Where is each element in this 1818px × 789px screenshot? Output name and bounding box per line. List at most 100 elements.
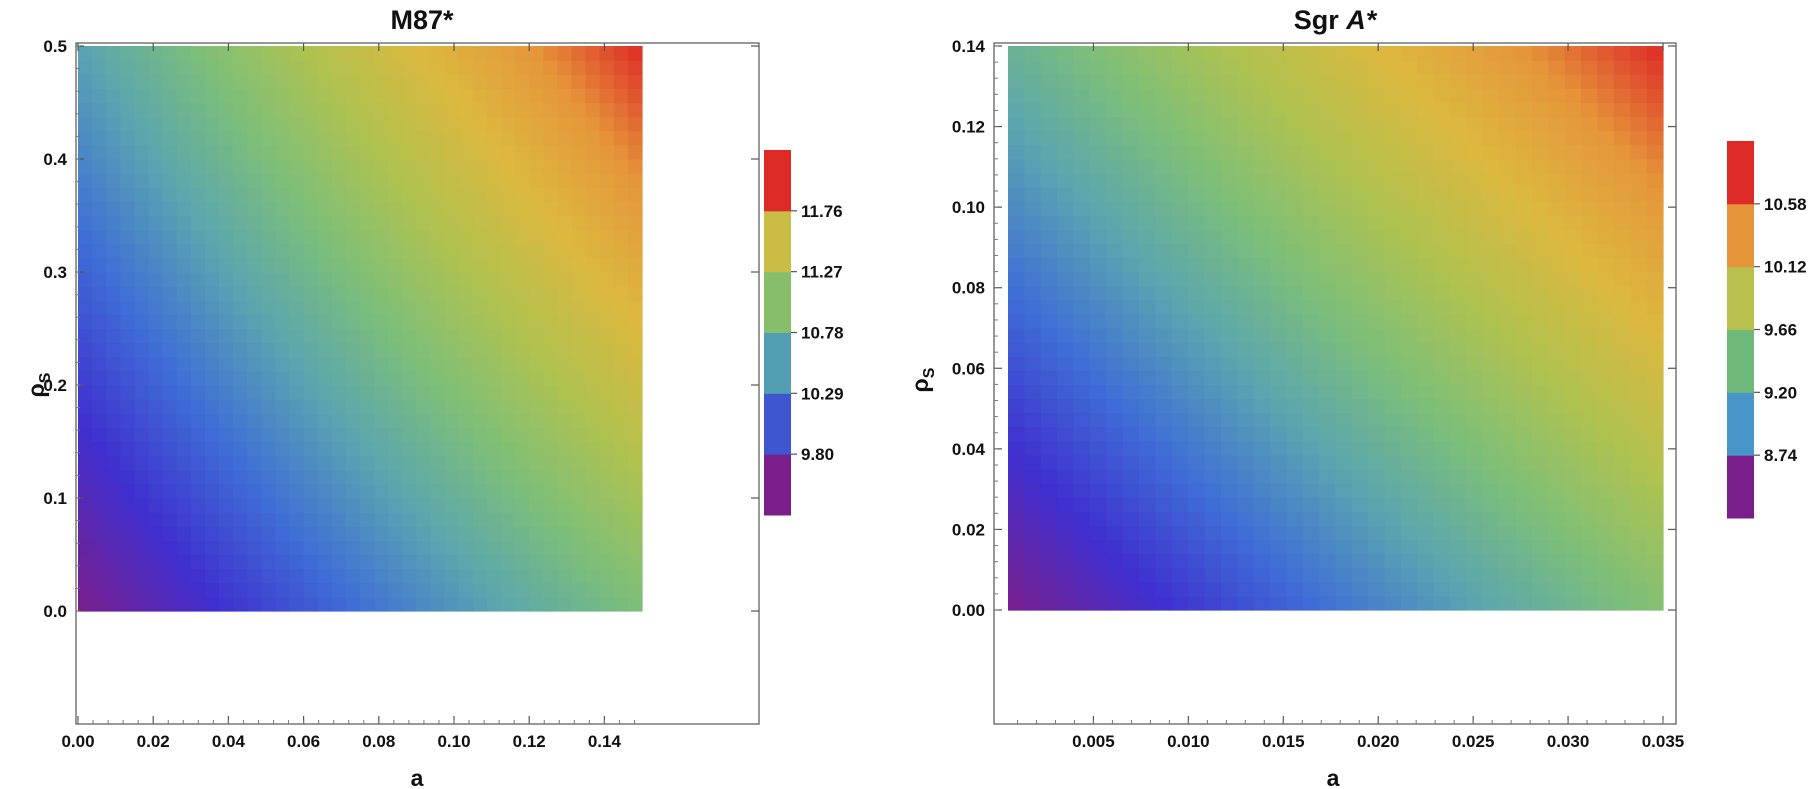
sgra-heatmap-cell — [1515, 102, 1533, 118]
m87-heatmap-cell — [529, 427, 544, 443]
m87-heatmap-cell — [472, 144, 488, 160]
m87-heatmap-cell — [501, 413, 516, 428]
m87-heatmap-cell — [317, 201, 333, 217]
m87-heatmap-cell — [233, 201, 248, 217]
m87-heatmap-cell — [106, 469, 121, 485]
sgra-heatmap-cell — [1040, 60, 1058, 75]
m87-heatmap-cell — [261, 328, 276, 344]
m87-heatmap-cell — [501, 342, 516, 358]
sgra-heatmap-cell — [1237, 469, 1255, 484]
sgra-heatmap-cell — [1270, 539, 1287, 555]
m87-heatmap-cell — [585, 399, 601, 414]
sgra-heatmap-cell — [1482, 229, 1500, 244]
sgra-heatmap-cell — [1024, 116, 1042, 132]
m87-heatmap-cell — [148, 512, 164, 527]
m87-heatmap-cell — [627, 243, 643, 259]
sgra-heatmap-cell — [1270, 102, 1287, 118]
sgra-heatmap-cell — [1581, 412, 1599, 428]
sgra-heatmap-cell — [1204, 74, 1222, 89]
sgra-heatmap-cell — [1548, 412, 1566, 428]
m87-heatmap-cell — [106, 483, 121, 499]
sgra-heatmap-cell — [1564, 201, 1582, 216]
sgra-heatmap-cell — [1597, 102, 1615, 118]
m87-heatmap-cell — [430, 596, 446, 612]
sgra-heatmap-cell — [1417, 384, 1435, 400]
sgra-heatmap-cell — [1581, 553, 1599, 569]
sgra-heatmap-cell — [1564, 313, 1582, 329]
m87-heatmap-cell — [599, 441, 615, 457]
sgra-heatmap-cell — [1057, 454, 1075, 470]
m87-heatmap-cell — [613, 286, 629, 301]
sgra-heatmap-cell — [1581, 271, 1599, 287]
sgra-heatmap-cell — [1433, 483, 1451, 498]
sgra-heatmap-cell — [1564, 440, 1582, 456]
m87-heatmap-cell — [303, 130, 319, 146]
m87-heatmap-cell — [148, 568, 164, 584]
sgra-heatmap-cell — [1122, 271, 1140, 287]
m87-heatmap-cell — [585, 427, 601, 443]
sgra-heatmap-cell — [1613, 595, 1631, 611]
m87-heatmap-cell — [247, 526, 262, 541]
sgra-heatmap-cell — [1122, 215, 1140, 230]
sgra-heatmap-cell — [1466, 299, 1484, 315]
m87-x-tick-label: 0.00 — [61, 732, 94, 751]
m87-heatmap-cell — [176, 328, 192, 344]
m87-heatmap-cell — [374, 512, 389, 527]
sgra-heatmap-cell — [1532, 229, 1549, 244]
sgra-heatmap-cell — [1351, 553, 1369, 569]
m87-heatmap-cell — [247, 88, 262, 104]
sgra-heatmap-cell — [1515, 595, 1533, 611]
m87-heatmap-cell — [331, 102, 347, 118]
m87-heatmap-cell — [627, 399, 643, 414]
sgra-heatmap-cell — [1466, 342, 1484, 357]
m87-heatmap-cell — [444, 342, 460, 358]
m87-heatmap-cell — [557, 469, 573, 485]
m87-heatmap-cell — [458, 229, 474, 245]
sgra-heatmap-cell — [1466, 88, 1484, 103]
sgra-x-tick-label: 0.020 — [1357, 732, 1400, 751]
sgra-heatmap-cell — [1532, 243, 1549, 259]
sgra-heatmap-cell — [1139, 271, 1156, 287]
m87-heatmap-cell — [585, 130, 601, 146]
sgra-heatmap-cell — [1122, 454, 1140, 470]
sgra-heatmap-cell — [1319, 440, 1337, 456]
sgra-heatmap-cell — [1597, 187, 1615, 202]
m87-heatmap-cell — [543, 399, 558, 414]
m87-heatmap-cell — [430, 554, 446, 570]
m87-heatmap-cell — [190, 314, 206, 330]
m87-heatmap-cell — [219, 173, 234, 188]
m87-heatmap-cell — [402, 328, 417, 344]
m87-heatmap-cell — [162, 582, 178, 598]
sgra-heatmap-cell — [1024, 299, 1042, 315]
m87-heatmap-cell — [599, 74, 615, 89]
sgra-heatmap-cell — [1401, 384, 1418, 400]
sgra-heatmap-cell — [1139, 88, 1156, 103]
m87-heatmap-cell — [204, 243, 220, 259]
sgra-heatmap-cell — [1548, 398, 1566, 414]
m87-heatmap-cell — [613, 243, 629, 259]
sgra-heatmap-cell — [1122, 525, 1140, 541]
sgra-heatmap-cell — [1548, 102, 1566, 118]
m87-heatmap-cell — [360, 144, 375, 160]
m87-heatmap-cell — [233, 229, 248, 245]
m87-heatmap-cell — [360, 328, 375, 344]
sgra-heatmap-cell — [1646, 187, 1664, 202]
sgra-heatmap-cell — [1106, 581, 1124, 597]
sgra-heatmap-cell — [1057, 511, 1075, 526]
m87-heatmap-cell — [233, 498, 248, 513]
m87-heatmap-cell — [627, 102, 643, 118]
sgra-heatmap-cell — [1515, 342, 1533, 357]
m87-heatmap-cell — [134, 144, 150, 160]
sgra-heatmap-cell — [1204, 102, 1222, 118]
m87-heatmap-cell — [557, 356, 573, 372]
sgra-heatmap-cell — [1335, 285, 1353, 301]
m87-heatmap-cell — [416, 243, 432, 259]
m87-heatmap-cell — [627, 201, 643, 217]
m87-heatmap-cell — [275, 498, 291, 513]
m87-heatmap-cell — [416, 540, 432, 556]
sgra-heatmap-cell — [1106, 215, 1124, 230]
m87-heatmap-cell — [275, 342, 291, 358]
m87-heatmap-cell — [388, 526, 403, 541]
sgra-heatmap-cell — [1597, 595, 1615, 611]
m87-heatmap-cell — [233, 159, 248, 174]
